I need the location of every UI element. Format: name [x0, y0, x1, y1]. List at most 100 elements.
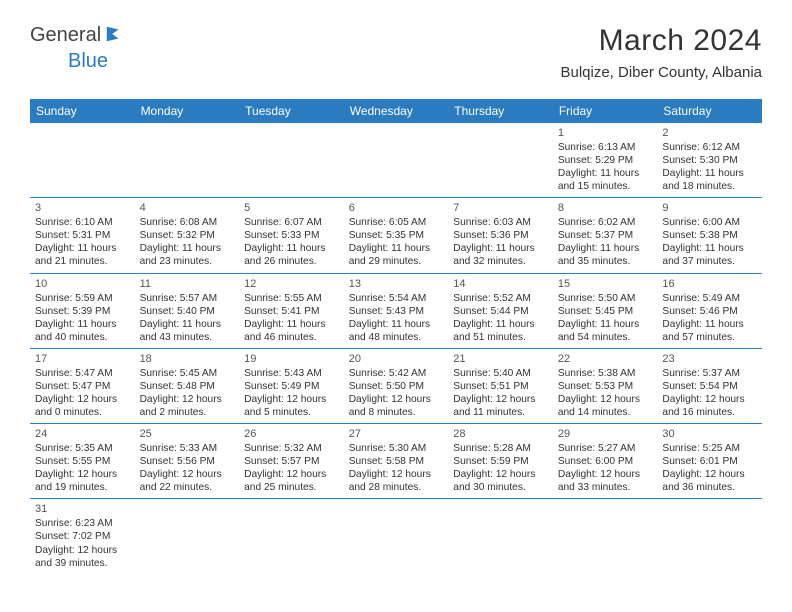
daylight-line-2: and 0 minutes. — [35, 406, 130, 419]
sunrise-line: Sunrise: 5:54 AM — [349, 292, 444, 305]
daylight-line-1: Daylight: 12 hours — [35, 393, 130, 406]
day-cell: 27Sunrise: 5:30 AMSunset: 5:58 PMDayligh… — [344, 424, 449, 498]
logo-blue-text-wrap: Blue — [30, 50, 108, 73]
sunrise-line: Sunrise: 6:10 AM — [35, 216, 130, 229]
empty-cell — [657, 499, 762, 573]
week-row: 17Sunrise: 5:47 AMSunset: 5:47 PMDayligh… — [30, 349, 762, 424]
daylight-line-2: and 40 minutes. — [35, 331, 130, 344]
day-number: 12 — [244, 277, 339, 291]
sunset-line: Sunset: 5:36 PM — [453, 229, 548, 242]
day-number: 4 — [140, 201, 235, 215]
day-cell: 4Sunrise: 6:08 AMSunset: 5:32 PMDaylight… — [135, 198, 240, 272]
week-row: 31Sunrise: 6:23 AMSunset: 7:02 PMDayligh… — [30, 499, 762, 573]
daylight-line-2: and 14 minutes. — [558, 406, 653, 419]
empty-cell — [344, 123, 449, 197]
daylight-line-2: and 2 minutes. — [140, 406, 235, 419]
daylight-line-2: and 26 minutes. — [244, 255, 339, 268]
daylight-line-2: and 23 minutes. — [140, 255, 235, 268]
sunrise-line: Sunrise: 5:55 AM — [244, 292, 339, 305]
sunrise-line: Sunrise: 5:50 AM — [558, 292, 653, 305]
sunrise-line: Sunrise: 5:28 AM — [453, 442, 548, 455]
day-number: 8 — [558, 201, 653, 215]
sunset-line: Sunset: 5:57 PM — [244, 455, 339, 468]
sunset-line: Sunset: 5:47 PM — [35, 380, 130, 393]
daylight-line-2: and 11 minutes. — [453, 406, 548, 419]
sunset-line: Sunset: 5:56 PM — [140, 455, 235, 468]
day-number: 18 — [140, 352, 235, 366]
empty-cell — [135, 123, 240, 197]
sunset-line: Sunset: 5:41 PM — [244, 305, 339, 318]
sunset-line: Sunset: 5:33 PM — [244, 229, 339, 242]
daylight-line-2: and 36 minutes. — [662, 481, 757, 494]
sunrise-line: Sunrise: 5:27 AM — [558, 442, 653, 455]
day-number: 6 — [349, 201, 444, 215]
daylight-line-1: Daylight: 11 hours — [349, 242, 444, 255]
day-number: 23 — [662, 352, 757, 366]
day-cell: 20Sunrise: 5:42 AMSunset: 5:50 PMDayligh… — [344, 349, 449, 423]
sunrise-line: Sunrise: 6:05 AM — [349, 216, 444, 229]
daylight-line-1: Daylight: 12 hours — [140, 393, 235, 406]
daylight-line-1: Daylight: 11 hours — [244, 318, 339, 331]
day-cell: 2Sunrise: 6:12 AMSunset: 5:30 PMDaylight… — [657, 123, 762, 197]
sunset-line: Sunset: 5:37 PM — [558, 229, 653, 242]
sunrise-line: Sunrise: 5:59 AM — [35, 292, 130, 305]
sunset-line: Sunset: 5:58 PM — [349, 455, 444, 468]
empty-cell — [239, 499, 344, 573]
day-number: 31 — [35, 502, 130, 516]
daylight-line-2: and 25 minutes. — [244, 481, 339, 494]
sunrise-line: Sunrise: 6:03 AM — [453, 216, 548, 229]
sunrise-line: Sunrise: 5:57 AM — [140, 292, 235, 305]
daylight-line-2: and 43 minutes. — [140, 331, 235, 344]
sunset-line: Sunset: 5:35 PM — [349, 229, 444, 242]
sunrise-line: Sunrise: 5:40 AM — [453, 367, 548, 380]
day-cell: 16Sunrise: 5:49 AMSunset: 5:46 PMDayligh… — [657, 274, 762, 348]
sunrise-line: Sunrise: 6:07 AM — [244, 216, 339, 229]
title-block: March 2024 Bulqize, Diber County, Albani… — [560, 24, 762, 81]
empty-cell — [344, 499, 449, 573]
day-number: 17 — [35, 352, 130, 366]
week-row: 10Sunrise: 5:59 AMSunset: 5:39 PMDayligh… — [30, 274, 762, 349]
empty-cell — [448, 123, 553, 197]
sunset-line: Sunset: 6:00 PM — [558, 455, 653, 468]
daylight-line-1: Daylight: 12 hours — [662, 468, 757, 481]
day-cell: 5Sunrise: 6:07 AMSunset: 5:33 PMDaylight… — [239, 198, 344, 272]
day-cell: 31Sunrise: 6:23 AMSunset: 7:02 PMDayligh… — [30, 499, 135, 573]
daylight-line-1: Daylight: 12 hours — [349, 468, 444, 481]
day-number: 21 — [453, 352, 548, 366]
daylight-line-1: Daylight: 12 hours — [453, 468, 548, 481]
sunrise-line: Sunrise: 6:23 AM — [35, 517, 130, 530]
daylight-line-1: Daylight: 11 hours — [140, 318, 235, 331]
day-number: 24 — [35, 427, 130, 441]
day-number: 25 — [140, 427, 235, 441]
logo-text-general: General — [30, 24, 101, 47]
daylight-line-2: and 51 minutes. — [453, 331, 548, 344]
sunset-line: Sunset: 5:51 PM — [453, 380, 548, 393]
day-cell: 3Sunrise: 6:10 AMSunset: 5:31 PMDaylight… — [30, 198, 135, 272]
day-cell: 19Sunrise: 5:43 AMSunset: 5:49 PMDayligh… — [239, 349, 344, 423]
daylight-line-1: Daylight: 12 hours — [35, 468, 130, 481]
day-number: 19 — [244, 352, 339, 366]
sunset-line: Sunset: 5:44 PM — [453, 305, 548, 318]
day-cell: 6Sunrise: 6:05 AMSunset: 5:35 PMDaylight… — [344, 198, 449, 272]
sunrise-line: Sunrise: 5:32 AM — [244, 442, 339, 455]
day-cell: 24Sunrise: 5:35 AMSunset: 5:55 PMDayligh… — [30, 424, 135, 498]
day-number: 16 — [662, 277, 757, 291]
sunrise-line: Sunrise: 6:12 AM — [662, 141, 757, 154]
daylight-line-2: and 39 minutes. — [35, 557, 130, 570]
day-cell: 22Sunrise: 5:38 AMSunset: 5:53 PMDayligh… — [553, 349, 658, 423]
day-number: 20 — [349, 352, 444, 366]
daylight-line-1: Daylight: 11 hours — [35, 242, 130, 255]
daylight-line-1: Daylight: 12 hours — [558, 468, 653, 481]
day-cell: 13Sunrise: 5:54 AMSunset: 5:43 PMDayligh… — [344, 274, 449, 348]
week-row: 24Sunrise: 5:35 AMSunset: 5:55 PMDayligh… — [30, 424, 762, 499]
week-row: 3Sunrise: 6:10 AMSunset: 5:31 PMDaylight… — [30, 198, 762, 273]
month-title: March 2024 — [560, 24, 762, 58]
daylight-line-1: Daylight: 11 hours — [349, 318, 444, 331]
daylight-line-2: and 57 minutes. — [662, 331, 757, 344]
sunset-line: Sunset: 5:55 PM — [35, 455, 130, 468]
daylight-line-1: Daylight: 12 hours — [35, 544, 130, 557]
daylight-line-2: and 28 minutes. — [349, 481, 444, 494]
day-cell: 9Sunrise: 6:00 AMSunset: 5:38 PMDaylight… — [657, 198, 762, 272]
sunrise-line: Sunrise: 5:47 AM — [35, 367, 130, 380]
day-cell: 26Sunrise: 5:32 AMSunset: 5:57 PMDayligh… — [239, 424, 344, 498]
